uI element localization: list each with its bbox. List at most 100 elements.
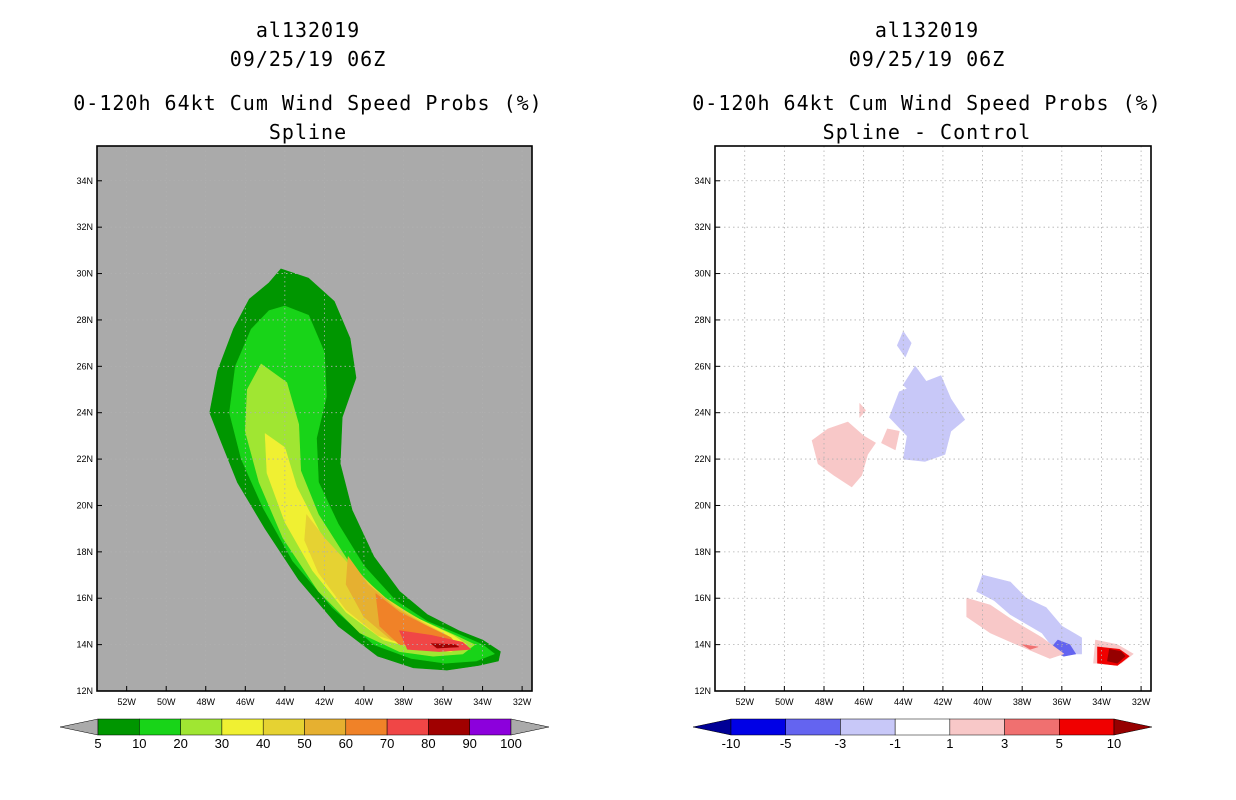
- x-tick-label: 46W: [236, 697, 255, 707]
- colorbar-label: 3: [1001, 736, 1008, 751]
- colorbar-swatch-1: [785, 718, 841, 736]
- x-tick-label: 42W: [315, 697, 334, 707]
- x-tick-label: 50W: [157, 697, 176, 707]
- contour-10-1: [229, 305, 495, 664]
- colorbar-swatch-4: [949, 718, 1005, 736]
- y-tick-label: 16N: [694, 593, 711, 603]
- colorbar-label: 5: [94, 736, 101, 751]
- contour-1-8: [966, 597, 1065, 659]
- colorbar-swatch-7: [386, 718, 429, 736]
- colorbar-swatch-2: [840, 718, 896, 736]
- colorbar-under-triangle: [692, 718, 732, 736]
- y-tick-label: 24N: [76, 408, 93, 418]
- left-title: 0-120h 64kt Cum Wind Speed Probs (%): [73, 91, 543, 115]
- x-tick-label: 40W: [973, 697, 992, 707]
- y-tick-label: 20N: [76, 500, 93, 510]
- x-tick-label: 40W: [355, 697, 374, 707]
- colorbar-swatch-6: [1059, 718, 1115, 736]
- left-colorbar: 5 10 20 30 40 50 60 70 80 90 100: [59, 718, 550, 751]
- left-subtitle: Spline: [268, 120, 348, 144]
- y-tick-label: 24N: [694, 408, 711, 418]
- y-tick-label: 34N: [694, 176, 711, 186]
- x-tick-label: 52W: [117, 697, 136, 707]
- x-tick-label: 38W: [394, 697, 413, 707]
- contour-1-5: [811, 421, 876, 488]
- colorbar-swatch-6: [345, 718, 388, 736]
- right-storm-id: al132019: [874, 18, 980, 42]
- x-tick-label: 32W: [513, 697, 532, 707]
- x-tick-label: 52W: [735, 697, 754, 707]
- x-tick-label: 44W: [276, 697, 295, 707]
- y-tick-label: 32N: [76, 222, 93, 232]
- x-tick-label: 32W: [1132, 697, 1151, 707]
- colorbar-swatch-4: [262, 718, 305, 736]
- y-tick-label: 16N: [76, 593, 93, 603]
- contour-10-12: [1107, 648, 1126, 664]
- colorbar-swatch-9: [469, 718, 512, 736]
- contour-1-7: [859, 403, 866, 418]
- y-tick-label: 34N: [76, 176, 93, 186]
- y-tick-label: 22N: [694, 454, 711, 464]
- left-map: 52W 50W 48W 46W 44W 42W 40W 38W 36W 34W 32W 12N 14N 1…: [76, 145, 533, 707]
- y-tick-label: 32N: [694, 222, 711, 232]
- colorbar-label: 70: [380, 736, 394, 751]
- y-tick-label: 28N: [76, 315, 93, 325]
- colorbar-label: 5: [1056, 736, 1063, 751]
- y-tick-label: 18N: [694, 547, 711, 557]
- colorbar-label: 30: [215, 736, 229, 751]
- contour-1-6: [881, 428, 900, 451]
- colorbar-swatch-0: [97, 718, 140, 736]
- contour-neg1-2: [902, 365, 928, 397]
- colorbar-label: -5: [780, 736, 792, 751]
- x-tick-label: 44W: [894, 697, 913, 707]
- y-tick-label: 12N: [76, 686, 93, 696]
- colorbar-label: -1: [889, 736, 901, 751]
- right-colorbar: -10 -5 -3 -1 1 3 5 10: [692, 718, 1153, 751]
- colorbar-label: 10: [132, 736, 146, 751]
- y-tick-label: 12N: [694, 686, 711, 696]
- contour-80-8: [430, 643, 460, 649]
- colorbar-swatch-8: [428, 718, 470, 736]
- colorbar-label: 60: [339, 736, 353, 751]
- x-tick-label: 36W: [434, 697, 453, 707]
- colorbar-swatch-3: [894, 718, 951, 736]
- x-tick-label: 34W: [1092, 697, 1111, 707]
- x-tick-label: 48W: [815, 697, 834, 707]
- y-tick-label: 26N: [694, 361, 711, 371]
- right-datetime: 09/25/19 06Z: [848, 47, 1006, 71]
- plot-frame: [714, 145, 1152, 692]
- colorbar-label: 90: [462, 736, 476, 751]
- contour-neg1-1: [896, 331, 912, 358]
- colorbar-label: 1: [946, 736, 953, 751]
- right-map: 52W 50W 48W 46W 44W 42W 40W 38W 36W 34W 32W 12N 14N 1…: [694, 145, 1152, 707]
- y-tick-label: 14N: [76, 640, 93, 650]
- x-tick-label: 38W: [1013, 697, 1032, 707]
- left-storm-id: al132019: [255, 18, 361, 42]
- y-tick-label: 18N: [76, 547, 93, 557]
- y-tick-label: 14N: [694, 640, 711, 650]
- colorbar-under-triangle: [59, 718, 99, 736]
- colorbar-over-triangle: [510, 718, 550, 736]
- contour-3-10: [1021, 644, 1039, 650]
- y-tick-label: 22N: [76, 454, 93, 464]
- colorbar-swatch-2: [180, 718, 223, 736]
- left-datetime: 09/25/19 06Z: [229, 47, 387, 71]
- y-tick-label: 30N: [76, 269, 93, 279]
- colorbar-swatch-3: [221, 718, 264, 736]
- x-tick-label: 34W: [473, 697, 492, 707]
- colorbar-label: 20: [173, 736, 187, 751]
- colorbar-over-triangle: [1113, 718, 1153, 736]
- plot-frame: [96, 145, 533, 692]
- colorbar-label: 10: [1107, 736, 1121, 751]
- x-tick-label: 36W: [1053, 697, 1072, 707]
- colorbar-label: -3: [835, 736, 847, 751]
- x-tick-label: 48W: [196, 697, 215, 707]
- colorbar-label: 40: [256, 736, 270, 751]
- colorbar-swatch-0: [730, 718, 786, 736]
- colorbar-label: 80: [421, 736, 435, 751]
- y-tick-label: 30N: [694, 269, 711, 279]
- y-tick-label: 28N: [694, 315, 711, 325]
- colorbar-swatch-1: [139, 718, 181, 736]
- colorbar-label: -10: [722, 736, 741, 751]
